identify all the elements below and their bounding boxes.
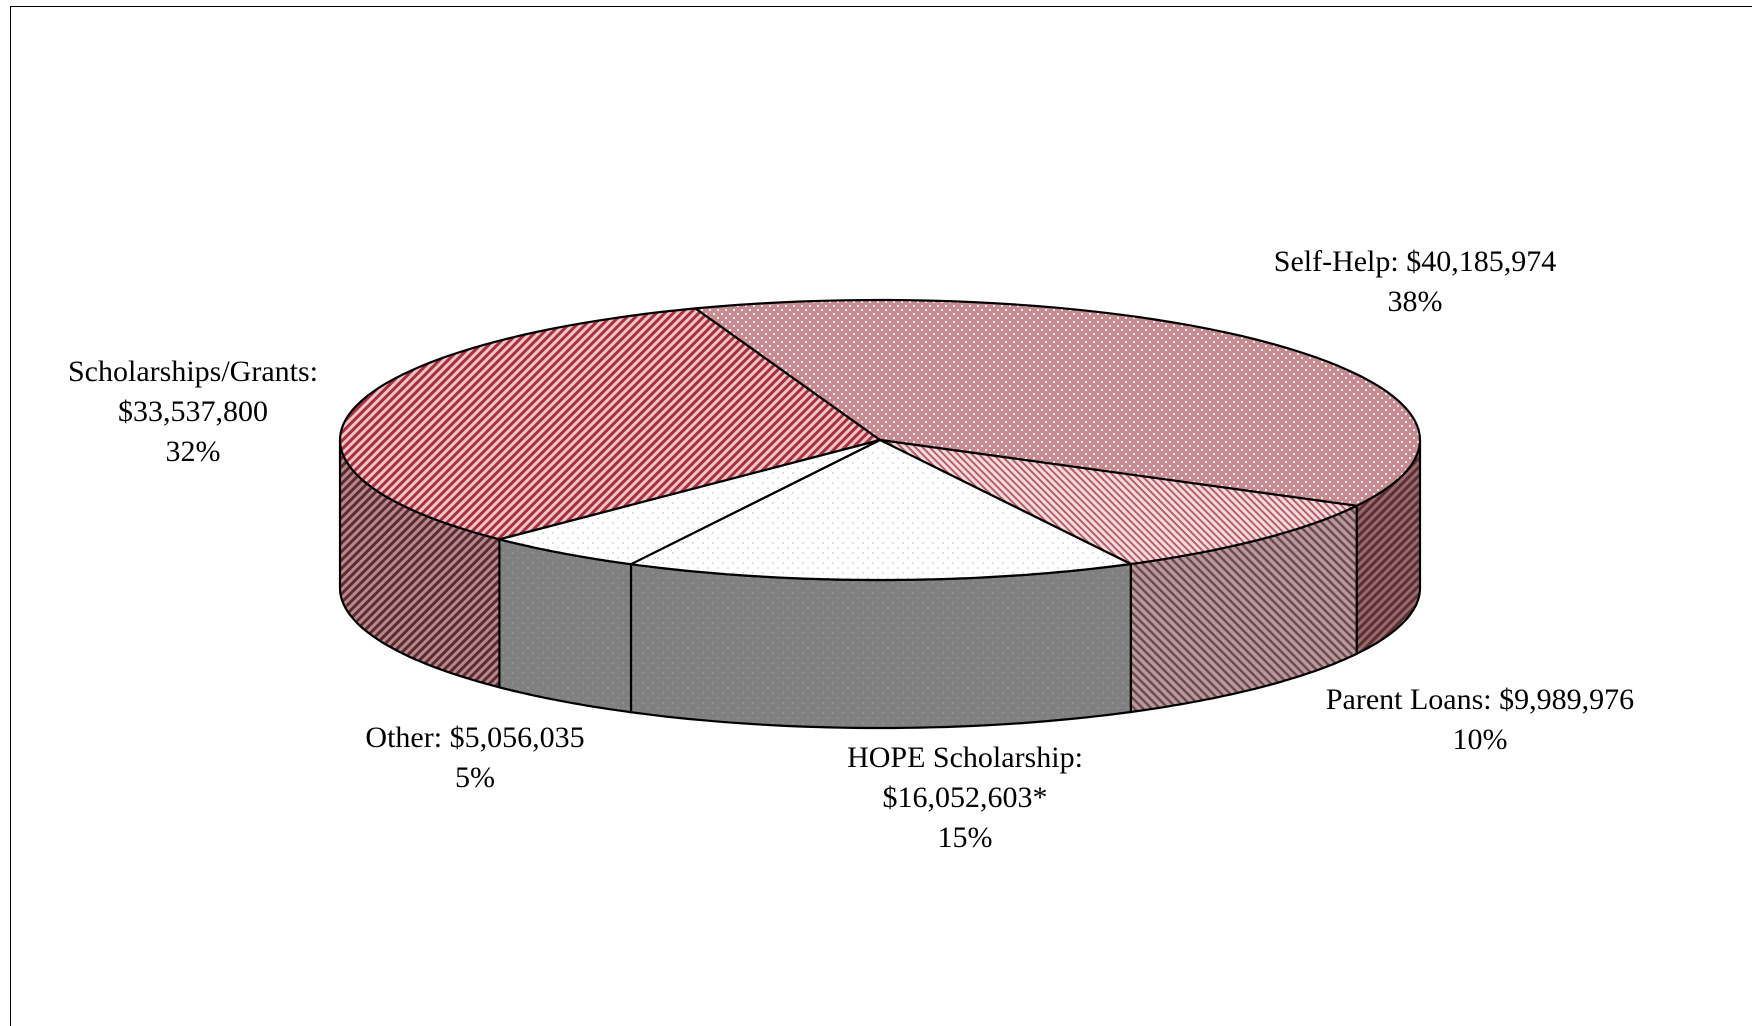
label-other-percent: 5% bbox=[455, 761, 495, 794]
label-hope: HOPE Scholarship: $16,052,603* 15% bbox=[820, 738, 1110, 858]
label-hope-value: $16,052,603* bbox=[882, 781, 1048, 814]
pie-slice-other bbox=[498, 438, 882, 566]
label-self-help: Self-Help: $40,185,974 38% bbox=[1240, 242, 1590, 322]
label-parent-loans-value: Parent Loans: $9,989,976 bbox=[1325, 683, 1635, 716]
pie-side-hope bbox=[629, 562, 1132, 730]
pie-slice-self-help bbox=[694, 298, 1422, 507]
pie-slice-parent-loans bbox=[878, 438, 1358, 566]
label-scholarships-percent: 32% bbox=[165, 435, 221, 468]
label-scholarships-name: Scholarships/Grants: bbox=[68, 355, 318, 388]
label-parent-loans-percent: 10% bbox=[1452, 723, 1508, 756]
label-hope-percent: 15% bbox=[937, 821, 993, 854]
label-scholarships: Scholarships/Grants: $33,537,800 32% bbox=[48, 352, 338, 472]
label-other-value: Other: $5,056,035 bbox=[365, 721, 585, 754]
label-scholarships-value: $33,537,800 bbox=[118, 395, 268, 428]
label-other: Other: $5,056,035 5% bbox=[340, 718, 610, 798]
label-self-help-percent: 38% bbox=[1387, 285, 1443, 318]
pie-slice-hope bbox=[629, 438, 1132, 582]
label-parent-loans: Parent Loans: $9,989,976 10% bbox=[1300, 680, 1660, 760]
label-self-help-value: Self-Help: $40,185,974 bbox=[1273, 245, 1557, 278]
label-hope-name: HOPE Scholarship: bbox=[847, 741, 1083, 774]
pie-slice-scholarships bbox=[339, 307, 882, 541]
pie-side-other bbox=[498, 537, 633, 714]
